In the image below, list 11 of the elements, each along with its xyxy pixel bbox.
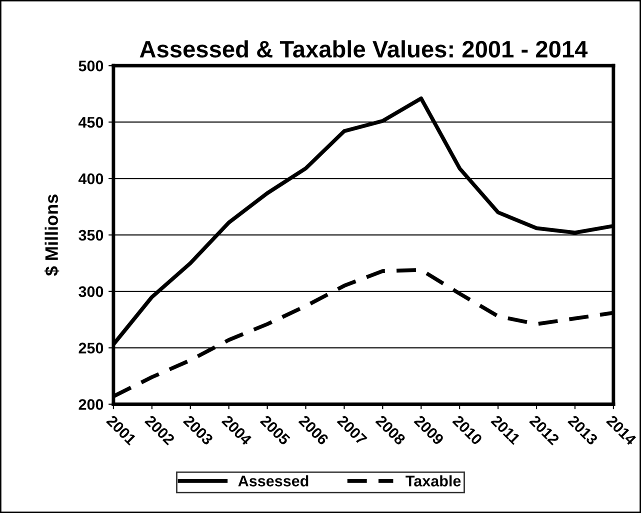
y-axis-title: $ Millions xyxy=(44,194,60,276)
y-tick-label: 400 xyxy=(78,173,104,184)
y-tick-label: 300 xyxy=(78,286,104,298)
chart-title: Assessed & Taxable Values: 2001 - 2014 xyxy=(140,40,588,58)
legend-label: Taxable xyxy=(406,475,461,486)
legend-label: Assessed xyxy=(238,475,308,486)
y-tick-label: 200 xyxy=(78,399,104,410)
y-tick-label: 250 xyxy=(78,342,104,354)
y-tick-label: 350 xyxy=(78,230,104,241)
y-tick-label: 500 xyxy=(78,60,104,72)
y-tick-label: 450 xyxy=(78,116,104,128)
